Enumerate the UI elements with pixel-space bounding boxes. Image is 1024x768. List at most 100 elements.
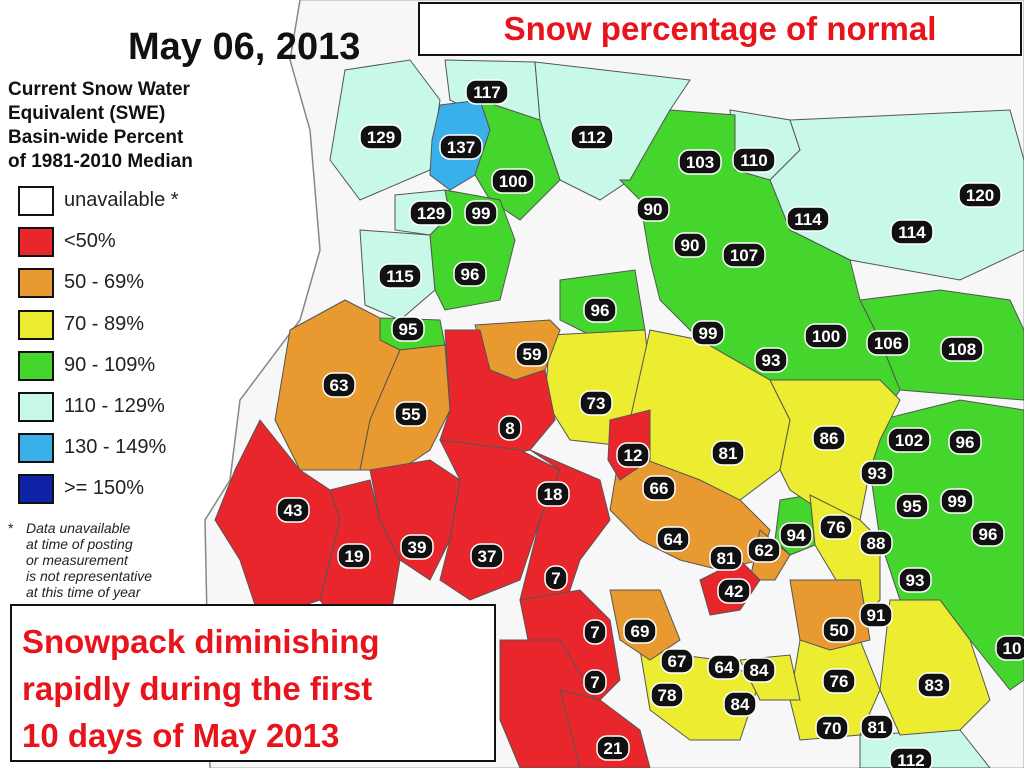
basin-value-label: 78 bbox=[650, 682, 684, 708]
basin-value-label: 7 bbox=[544, 565, 568, 591]
basin-value-text: 96 bbox=[591, 301, 610, 320]
basin-value-text: 90 bbox=[644, 200, 663, 219]
map-date-title: May 06, 2013 bbox=[128, 26, 361, 68]
basin-value-label: 42 bbox=[717, 578, 751, 604]
legend-swatch bbox=[18, 391, 54, 422]
basin-value-text: 81 bbox=[719, 444, 738, 463]
basin-value-text: 64 bbox=[715, 658, 734, 677]
basin-value-label: 83 bbox=[917, 672, 951, 698]
basin-value-text: 67 bbox=[668, 652, 687, 671]
basin-value-label: 99 bbox=[464, 200, 498, 226]
basin-value-text: 120 bbox=[966, 186, 994, 205]
basin-value-text: 102 bbox=[895, 431, 923, 450]
basin-value-label: 114 bbox=[786, 206, 830, 232]
footnote-line: at this time of year bbox=[26, 584, 141, 600]
basin-value-text: 114 bbox=[898, 223, 926, 242]
basin-value-text: 7 bbox=[590, 673, 599, 692]
legend-label: 90 - 109% bbox=[64, 353, 156, 376]
basin-value-label: 86 bbox=[812, 425, 846, 451]
footnote-line: Data unavailable bbox=[26, 520, 131, 536]
basin-value-label: 43 bbox=[276, 497, 310, 523]
legend-label: >= 150% bbox=[64, 477, 145, 500]
basin-value-text: 81 bbox=[868, 718, 887, 737]
basin-value-label: 120 bbox=[958, 182, 1002, 208]
basin-value-label: 129 bbox=[359, 124, 403, 150]
legend-label: 50 - 69% bbox=[64, 271, 145, 294]
basin-value-label: 81 bbox=[711, 440, 745, 466]
basin-value-text: 91 bbox=[867, 606, 886, 625]
basin-value-text: 112 bbox=[578, 128, 605, 147]
basin-value-label: 69 bbox=[623, 618, 657, 644]
basin-value-label: 50 bbox=[822, 617, 856, 643]
basin-value-text: 7 bbox=[590, 623, 599, 642]
legend-swatch bbox=[18, 227, 54, 258]
basin-value-label: 93 bbox=[898, 567, 932, 593]
footnote-line: or measurement bbox=[26, 552, 128, 568]
footnote-line: is not representative bbox=[26, 568, 153, 584]
basin-value-text: 96 bbox=[979, 525, 998, 544]
basin-value-label: 117 bbox=[465, 79, 509, 105]
basin-value-label: 112 bbox=[570, 124, 614, 150]
coastline bbox=[204, 0, 321, 768]
basin-value-text: 117 bbox=[473, 83, 500, 102]
basin-value-label: 95 bbox=[895, 493, 929, 519]
basin-value-label: 64 bbox=[656, 526, 690, 552]
legend-title-line: Basin-wide Percent bbox=[8, 127, 184, 148]
basin-value-label: 100 bbox=[804, 323, 848, 349]
basin-value-text: 88 bbox=[867, 534, 886, 553]
basin-value-label: 110 bbox=[732, 147, 776, 173]
basin-value-label: 91 bbox=[859, 602, 893, 628]
legend-label: unavailable * bbox=[64, 189, 179, 211]
legend-label: 110 - 129% bbox=[64, 394, 165, 417]
basin-value-text: 93 bbox=[906, 571, 925, 590]
legend-swatch bbox=[18, 433, 54, 464]
basin-value-text: 64 bbox=[664, 530, 683, 549]
footnote-star: * bbox=[8, 520, 14, 536]
basin-value-text: 37 bbox=[478, 547, 497, 566]
basin-value-text: 137 bbox=[447, 138, 475, 157]
basin-value-label: 7 bbox=[583, 619, 607, 645]
basin-value-label: 10 bbox=[995, 635, 1024, 661]
basin-value-label: 67 bbox=[660, 648, 694, 674]
basin-value-label: 76 bbox=[819, 514, 853, 540]
basin-value-text: 42 bbox=[725, 582, 744, 601]
basin-value-label: 108 bbox=[940, 336, 984, 362]
basin-value-label: 90 bbox=[673, 232, 707, 258]
basin-value-text: 90 bbox=[681, 236, 700, 255]
basin-value-label: 8 bbox=[498, 415, 522, 441]
basin-value-text: 93 bbox=[868, 464, 887, 483]
basin-value-label: 18 bbox=[536, 481, 570, 507]
basin-value-label: 90 bbox=[636, 196, 670, 222]
headline-text: Snow percentage of normal bbox=[503, 10, 937, 47]
basin-value-label: 114 bbox=[890, 219, 934, 245]
basin-value-text: 96 bbox=[461, 265, 480, 284]
basin-value-label: 81 bbox=[860, 714, 894, 740]
basin-value-text: 106 bbox=[874, 334, 902, 353]
basin-value-label: 99 bbox=[940, 488, 974, 514]
basin-value-text: 129 bbox=[367, 128, 395, 147]
basin-value-label: 115 bbox=[378, 263, 422, 289]
basin-value-text: 95 bbox=[399, 320, 418, 339]
basin-value-label: 112 bbox=[889, 747, 933, 768]
basin-value-label: 95 bbox=[391, 316, 425, 342]
basin-value-label: 76 bbox=[822, 668, 856, 694]
legend-label: 130 - 149% bbox=[64, 436, 167, 459]
basin-value-label: 99 bbox=[691, 320, 725, 346]
basin-value-label: 100 bbox=[491, 168, 535, 194]
basin-value-text: 10 bbox=[1003, 639, 1022, 658]
basin-value-text: 93 bbox=[762, 351, 781, 370]
basin-value-text: 96 bbox=[956, 433, 975, 452]
basin-value-label: 84 bbox=[742, 657, 776, 683]
basin-value-text: 21 bbox=[604, 739, 623, 758]
basin-value-label: 21 bbox=[596, 735, 630, 761]
basin-value-text: 76 bbox=[830, 672, 849, 691]
basin-value-label: 66 bbox=[642, 475, 676, 501]
basin-value-label: 107 bbox=[722, 242, 766, 268]
basin-value-text: 99 bbox=[472, 204, 491, 223]
legend-swatch bbox=[18, 186, 54, 216]
basin-value-label: 84 bbox=[723, 691, 757, 717]
basin-value-label: 96 bbox=[453, 261, 487, 287]
basin-value-text: 59 bbox=[523, 345, 542, 364]
basin-value-text: 100 bbox=[812, 327, 840, 346]
